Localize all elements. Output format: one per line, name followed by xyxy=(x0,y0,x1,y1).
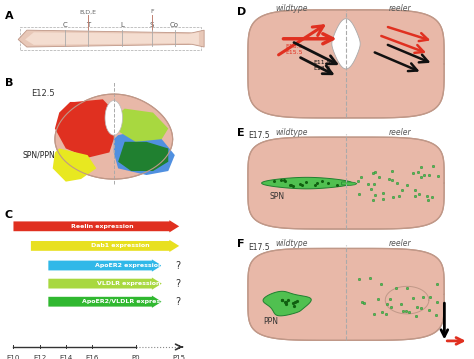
Text: E14: E14 xyxy=(59,355,73,359)
Text: Reelin expression: Reelin expression xyxy=(71,224,134,229)
Polygon shape xyxy=(18,30,204,47)
Text: E17.5: E17.5 xyxy=(248,243,270,252)
Text: SPN/PPN: SPN/PPN xyxy=(22,150,55,160)
Text: F: F xyxy=(237,239,245,249)
Text: L: L xyxy=(120,22,124,28)
Text: E12: E12 xyxy=(33,355,46,359)
Text: C: C xyxy=(63,22,67,28)
Polygon shape xyxy=(118,142,168,171)
Text: ?: ? xyxy=(175,279,180,289)
Text: E10: E10 xyxy=(7,355,20,359)
Text: reeler: reeler xyxy=(389,4,412,13)
FancyArrow shape xyxy=(48,260,162,272)
Text: Dab1 expression: Dab1 expression xyxy=(91,243,149,248)
Text: ApoER2/VLDLR expression: ApoER2/VLDLR expression xyxy=(82,299,175,304)
Polygon shape xyxy=(114,108,168,142)
Text: T: T xyxy=(86,22,90,28)
Text: F: F xyxy=(150,9,154,14)
Text: P15: P15 xyxy=(173,355,186,359)
Polygon shape xyxy=(248,10,444,118)
FancyArrow shape xyxy=(48,278,162,290)
Polygon shape xyxy=(342,182,357,185)
Polygon shape xyxy=(332,19,360,69)
Text: wildtype: wildtype xyxy=(275,128,308,137)
Text: E16: E16 xyxy=(85,355,99,359)
Polygon shape xyxy=(248,248,444,340)
Polygon shape xyxy=(55,99,114,158)
Polygon shape xyxy=(53,149,96,182)
Text: A: A xyxy=(5,11,14,21)
Text: wildtype: wildtype xyxy=(275,4,308,13)
Text: P0: P0 xyxy=(131,355,140,359)
Polygon shape xyxy=(248,137,444,229)
Polygon shape xyxy=(25,32,199,45)
Text: B,D,E: B,D,E xyxy=(79,9,96,14)
Text: PPN: PPN xyxy=(263,317,278,326)
Text: E11.5-
E13.5: E11.5- E13.5 xyxy=(313,60,333,71)
Text: wildtype: wildtype xyxy=(275,239,308,248)
Polygon shape xyxy=(263,291,311,316)
Text: reeler: reeler xyxy=(389,239,412,248)
FancyArrow shape xyxy=(31,240,179,252)
Polygon shape xyxy=(55,94,173,179)
Text: E: E xyxy=(237,128,245,138)
Text: C: C xyxy=(5,210,13,220)
Text: SPN: SPN xyxy=(270,192,285,201)
FancyArrow shape xyxy=(13,220,179,232)
Text: ?: ? xyxy=(175,297,180,307)
Polygon shape xyxy=(262,177,352,189)
Polygon shape xyxy=(105,101,122,135)
Text: E13.5-
E15.5: E13.5- E15.5 xyxy=(285,44,305,55)
Text: ApoER2 expression: ApoER2 expression xyxy=(95,263,163,268)
Text: E17.5: E17.5 xyxy=(248,131,270,140)
Text: E12.5: E12.5 xyxy=(31,89,55,98)
FancyArrow shape xyxy=(48,295,162,308)
Text: S: S xyxy=(150,22,154,28)
Text: reeler: reeler xyxy=(389,128,412,137)
Text: VLDLR expression: VLDLR expression xyxy=(97,281,161,286)
Text: Co: Co xyxy=(170,22,179,28)
Polygon shape xyxy=(114,131,175,175)
Text: D: D xyxy=(237,7,246,17)
Text: ?: ? xyxy=(175,261,180,271)
Text: B: B xyxy=(5,78,13,88)
